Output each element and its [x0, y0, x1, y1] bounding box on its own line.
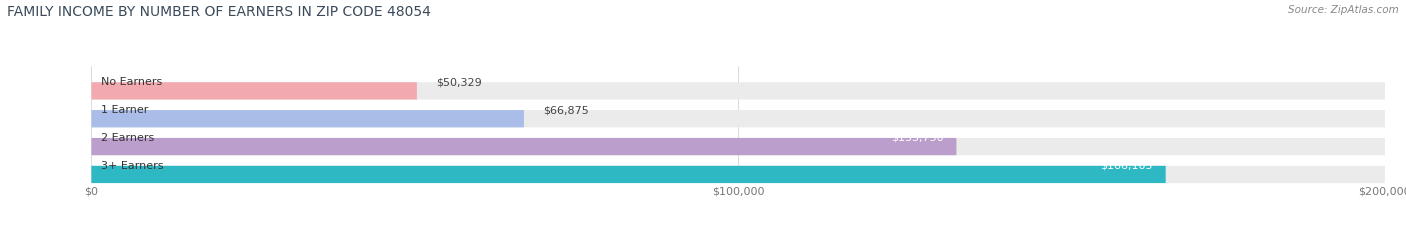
Text: $50,329: $50,329 — [436, 77, 482, 87]
Text: FAMILY INCOME BY NUMBER OF EARNERS IN ZIP CODE 48054: FAMILY INCOME BY NUMBER OF EARNERS IN ZI… — [7, 5, 430, 19]
FancyBboxPatch shape — [91, 82, 1385, 99]
FancyBboxPatch shape — [91, 138, 1385, 155]
Text: $133,750: $133,750 — [891, 133, 943, 143]
FancyBboxPatch shape — [91, 138, 956, 155]
Text: $166,105: $166,105 — [1101, 161, 1153, 171]
FancyBboxPatch shape — [91, 166, 1385, 183]
Text: Source: ZipAtlas.com: Source: ZipAtlas.com — [1288, 5, 1399, 15]
FancyBboxPatch shape — [91, 110, 1385, 127]
Text: 3+ Earners: 3+ Earners — [101, 161, 163, 171]
Text: 1 Earner: 1 Earner — [101, 105, 149, 115]
Text: $66,875: $66,875 — [543, 105, 589, 115]
FancyBboxPatch shape — [91, 110, 524, 127]
FancyBboxPatch shape — [91, 166, 1166, 183]
FancyBboxPatch shape — [91, 82, 418, 99]
Text: No Earners: No Earners — [101, 77, 162, 87]
Text: 2 Earners: 2 Earners — [101, 133, 155, 143]
